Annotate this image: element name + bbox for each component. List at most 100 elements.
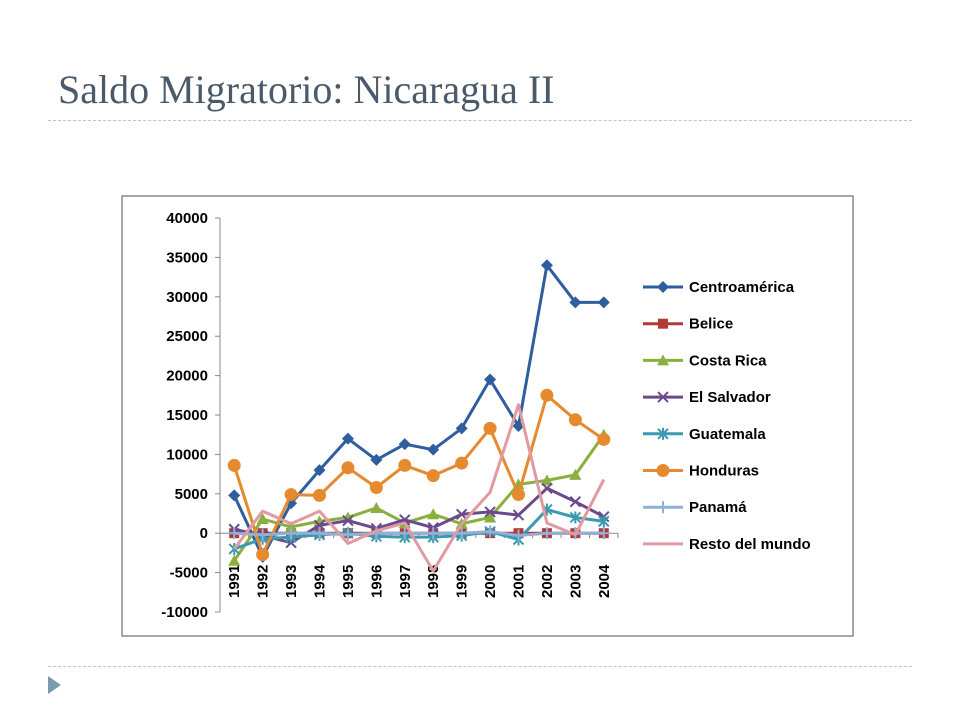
data-point [342,514,354,527]
chart-frame [121,195,854,637]
data-point [398,527,411,540]
data-point [484,525,497,538]
x-tick-label: 1995 [340,565,357,598]
legend-label: Honduras [689,463,759,480]
data-point [313,488,326,502]
legend-marker [657,391,669,403]
data-point [540,474,553,486]
data-point [370,453,383,466]
legend-item: Centroamérica [643,279,795,296]
data-point [540,259,553,272]
data-point [455,508,468,520]
data-point [598,515,610,528]
data-point [256,547,270,561]
legend-item: Resto del mundo [643,536,811,553]
legend-item: Panamá [643,499,747,516]
data-point [313,464,326,477]
data-point [427,443,440,456]
y-tick-label: -10000 [161,604,208,621]
data-point [569,468,582,480]
data-point [341,461,355,475]
legend-item: Belice [643,316,733,333]
y-tick-label: 35000 [166,249,208,266]
x-tick-label: 2004 [596,564,613,598]
marker-stroke [484,506,496,518]
marker-stroke [657,391,669,403]
data-point [427,508,440,520]
data-point [484,506,496,518]
data-point [427,527,440,540]
data-point [285,527,298,540]
legend-label: Resto del mundo [689,536,811,553]
legend-marker [656,464,670,477]
x-tick-label: 1991 [226,565,243,598]
legend-label: Belice [689,316,733,333]
data-point [228,527,241,540]
x-tick-label: 1996 [368,565,385,598]
data-point [398,458,412,472]
legend-item: Honduras [643,463,759,480]
data-point [597,296,610,309]
series-line [232,433,606,562]
data-point [228,489,241,502]
y-tick-label: 25000 [166,328,208,345]
data-point [398,438,411,451]
data-point [540,527,553,540]
data-point [512,529,525,542]
legend: Centroamérica Belice Costa Rica El Salvador… [643,279,811,553]
data-point [228,554,241,566]
data-point [341,528,354,541]
data-point [569,495,582,508]
data-point [512,488,525,502]
data-point [597,527,610,540]
legend-label: Panamá [689,499,747,516]
series-5 [227,388,611,561]
data-point [426,469,440,483]
legend-marker [657,427,669,440]
y-tick-label: 30000 [166,289,208,306]
y-tick-label: 5000 [175,486,208,503]
marker-stroke [512,509,525,521]
data-point [455,456,469,470]
marker-stroke [541,482,553,494]
y-tick-label: 0 [200,525,208,542]
series-7 [233,403,606,573]
x-tick-label: 2000 [482,565,499,598]
data-point [597,432,611,446]
slide-title: Saldo Migratorio: Nicaragua II [58,67,555,112]
x-tick-label: 1992 [255,565,272,598]
legend-marker [658,318,668,329]
legend-label: Centroamérica [689,279,795,296]
x-tick-label: 1998 [425,565,442,598]
data-point [341,432,354,445]
y-axis: -10000 -5000 0 5000 10000 15000 20000 25000 3000… [161,210,221,621]
data-point [256,513,269,525]
data-point [540,388,554,402]
x-tick-label: 2003 [567,565,584,598]
y-tick-label: 40000 [166,210,208,227]
data-point [369,480,383,494]
x-tick-label: 1997 [397,565,414,598]
legend-marker [657,354,669,366]
marker-stroke [569,495,582,508]
y-tick-label: 15000 [166,407,208,424]
legend-item: El Salvador [643,389,771,406]
x-tick-label: 2001 [511,565,528,598]
marker-stroke [455,508,468,520]
legend-item: Guatemala [643,426,766,443]
marker-stroke [313,519,326,532]
data-point [569,511,582,524]
x-tick-label: 1999 [454,565,471,598]
data-point [256,528,269,541]
data-point [568,413,582,427]
title-divider [48,120,912,121]
data-point [541,482,553,494]
legend-marker [657,501,669,514]
data-point [284,488,298,502]
legend-label: El Salvador [689,389,771,406]
footer-divider [48,666,912,667]
legend-label: Costa Rica [689,352,767,369]
data-point [484,373,497,386]
marker-stroke [342,514,354,527]
data-point [227,458,241,472]
